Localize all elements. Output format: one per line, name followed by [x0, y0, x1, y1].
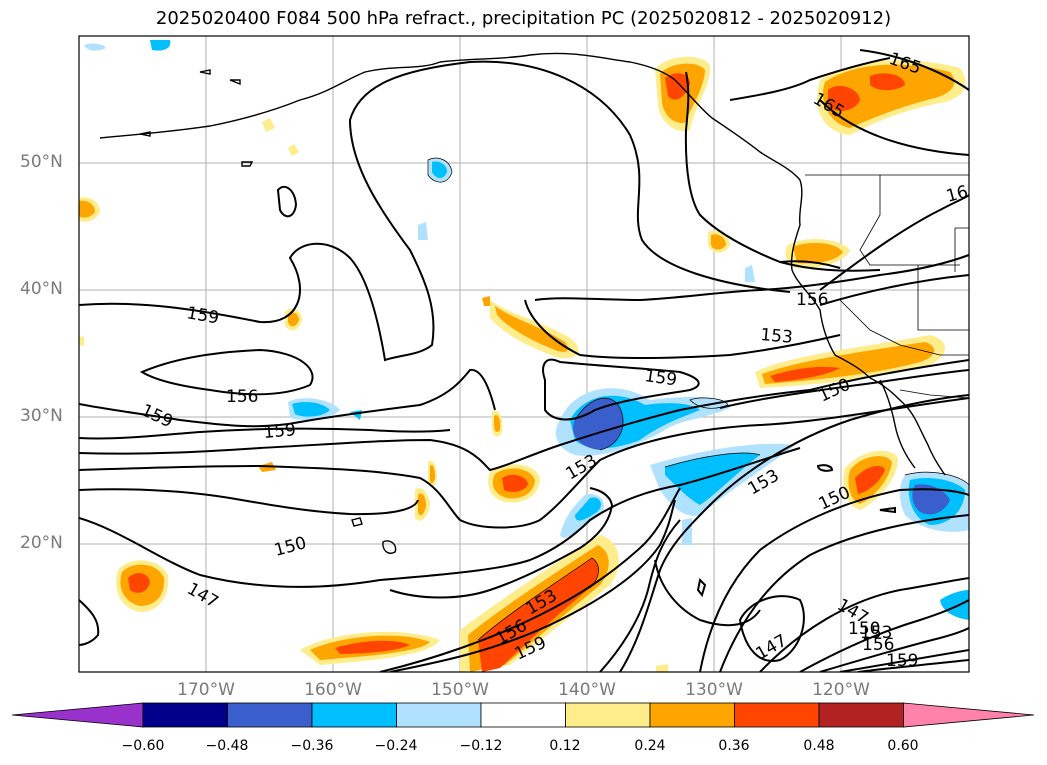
lat-label-40n: 40°N	[20, 279, 63, 299]
colorbar-segment	[565, 702, 651, 728]
refractivity-contours	[79, 49, 969, 672]
borders	[805, 174, 969, 399]
lat-label-50n: 50°N	[20, 152, 63, 172]
lat-label-20n: 20°N	[20, 533, 63, 553]
colorbar-tick-label: −0.60	[121, 738, 165, 754]
colorbar-tick-label: −0.48	[205, 738, 249, 754]
contour-label: 156	[226, 387, 258, 407]
colorbar	[11, 702, 1035, 728]
contour-label: 159	[263, 420, 297, 443]
lon-label-120w: 120°W	[812, 680, 870, 700]
contour-label: 153	[760, 325, 794, 348]
lat-label-30n: 30°N	[20, 406, 63, 426]
colorbar-segment	[311, 702, 397, 728]
colorbar-segment	[734, 702, 820, 728]
lon-label-160w: 160°W	[304, 680, 362, 700]
colorbar-tick-label: 0.24	[634, 738, 666, 754]
contour-label: 156	[862, 635, 894, 655]
map-title: 2025020400 F084 500 hPa refract., precip…	[155, 8, 892, 29]
colorbar-segment	[480, 702, 566, 728]
map-frame	[78, 35, 970, 673]
contour-label: 156	[796, 290, 828, 310]
colorbar-segment	[818, 702, 904, 728]
lon-label-150w: 150°W	[431, 680, 489, 700]
colorbar-extend-min	[11, 702, 144, 728]
colorbar-segment	[649, 702, 735, 728]
contour-label: 153	[860, 623, 892, 643]
lon-label-140w: 140°W	[558, 680, 616, 700]
colorbar-tick-label: 0.36	[718, 738, 750, 754]
lon-label-130w: 130°W	[685, 680, 743, 700]
contour-label: 159	[886, 651, 918, 671]
contour-label: 159	[643, 366, 678, 390]
colorbar-segment	[396, 702, 482, 728]
colorbar-tick-label: 0.60	[887, 738, 919, 754]
lon-label-170w: 170°W	[177, 680, 235, 700]
contour-label: 150	[848, 619, 880, 639]
colorbar-tick-label: −0.12	[459, 738, 503, 754]
colorbar-tick-label: −0.24	[374, 738, 418, 754]
colorbar-tick-label: −0.36	[290, 738, 334, 754]
colorbar-tick-label: 0.48	[803, 738, 835, 754]
coastlines	[99, 52, 946, 554]
colorbar-extend-max	[903, 702, 1035, 728]
colorbar-segment	[142, 702, 228, 728]
colorbar-tick-label: 0.12	[549, 738, 581, 754]
colorbar-segment	[227, 702, 313, 728]
